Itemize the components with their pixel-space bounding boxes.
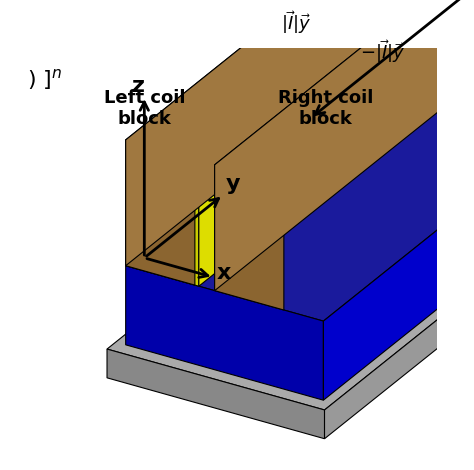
Polygon shape <box>126 266 323 400</box>
Polygon shape <box>325 186 474 439</box>
Text: ) $]^n$: ) $]^n$ <box>27 67 63 92</box>
Polygon shape <box>165 176 199 286</box>
Polygon shape <box>126 165 165 277</box>
Polygon shape <box>126 0 389 266</box>
Polygon shape <box>126 140 195 285</box>
Polygon shape <box>215 0 474 290</box>
Polygon shape <box>126 109 235 176</box>
Polygon shape <box>215 165 284 310</box>
Polygon shape <box>215 0 474 184</box>
Polygon shape <box>107 349 325 439</box>
Text: z: z <box>132 76 145 95</box>
Polygon shape <box>126 109 196 266</box>
Polygon shape <box>107 125 474 410</box>
Polygon shape <box>323 111 474 400</box>
Text: Left coil
block: Left coil block <box>103 89 185 128</box>
Text: Right coil
block: Right coil block <box>278 89 374 128</box>
Polygon shape <box>126 55 474 321</box>
Text: x: x <box>217 263 231 283</box>
Text: $|\vec{I}|\vec{y}$: $|\vec{I}|\vec{y}$ <box>282 9 312 36</box>
Polygon shape <box>126 0 458 159</box>
Polygon shape <box>165 120 269 186</box>
Polygon shape <box>199 129 269 286</box>
Text: $-|\vec{I}|\vec{y}$: $-|\vec{I}|\vec{y}$ <box>360 38 406 65</box>
Text: y: y <box>226 174 240 194</box>
